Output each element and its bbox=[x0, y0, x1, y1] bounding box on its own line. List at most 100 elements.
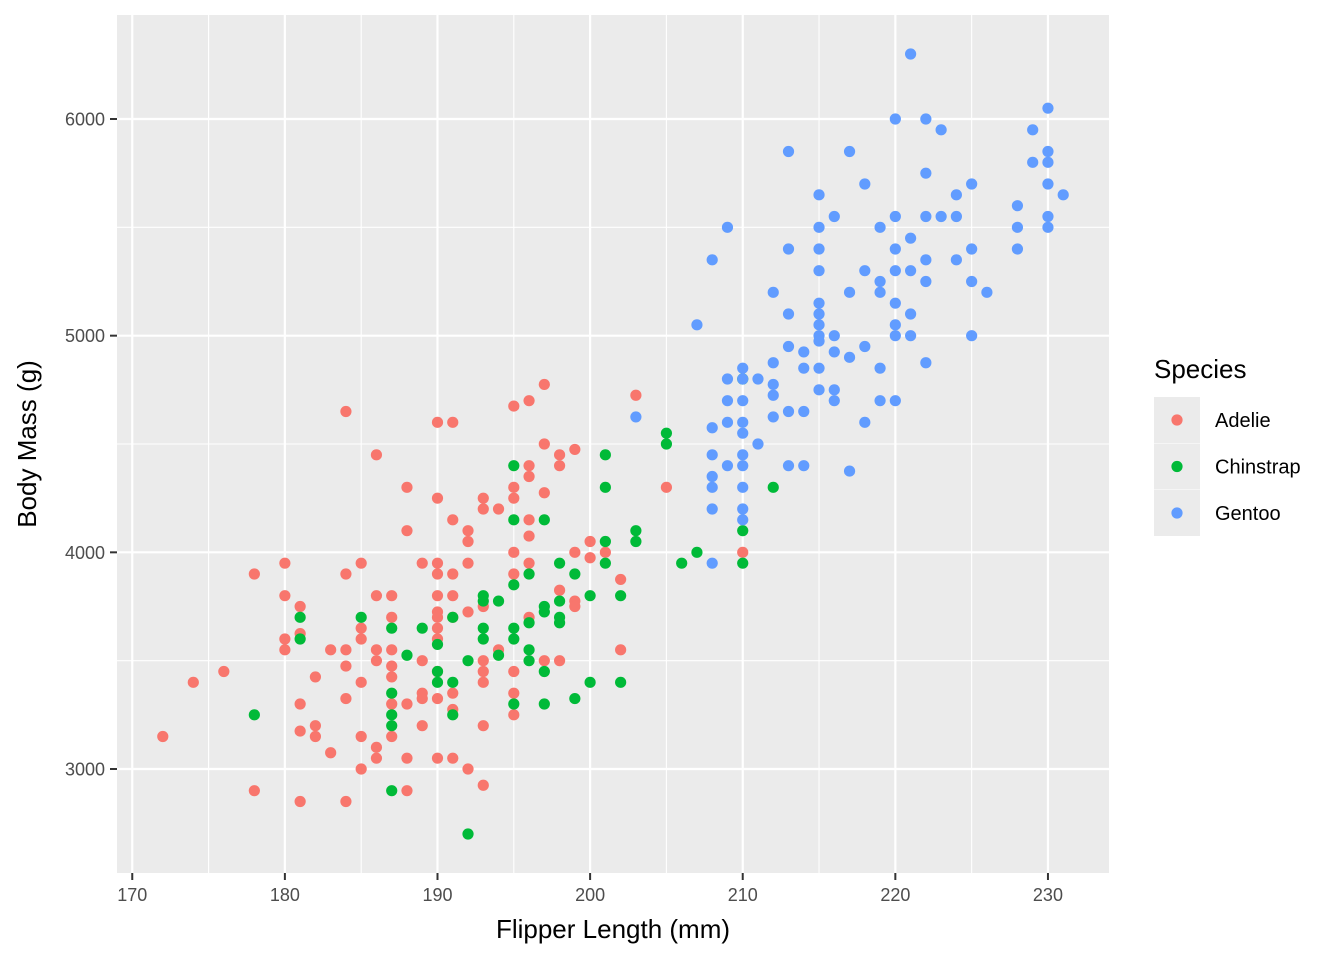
data-point bbox=[401, 525, 413, 537]
data-point bbox=[843, 465, 856, 477]
data-point bbox=[615, 644, 627, 656]
data-point bbox=[508, 546, 520, 558]
data-point bbox=[279, 557, 291, 569]
data-point bbox=[538, 665, 550, 678]
data-point bbox=[538, 606, 550, 618]
data-point bbox=[401, 785, 413, 797]
data-point bbox=[477, 503, 489, 515]
data-point bbox=[523, 617, 535, 629]
data-point bbox=[1027, 124, 1039, 136]
data-point bbox=[462, 535, 474, 548]
y-tick-label: 5000 bbox=[65, 326, 105, 346]
data-point bbox=[1042, 102, 1054, 114]
data-point bbox=[782, 243, 795, 255]
data-point bbox=[340, 568, 352, 580]
legend-title: Species bbox=[1154, 354, 1247, 384]
data-point bbox=[599, 546, 611, 558]
data-point bbox=[355, 557, 367, 569]
data-point bbox=[782, 460, 795, 472]
data-point bbox=[828, 210, 840, 223]
data-point bbox=[874, 275, 886, 288]
data-point bbox=[737, 525, 749, 537]
data-point bbox=[584, 676, 596, 688]
series-adelie bbox=[157, 378, 749, 808]
data-point bbox=[294, 600, 306, 613]
data-point bbox=[462, 828, 474, 840]
data-point bbox=[523, 557, 535, 569]
data-point bbox=[905, 330, 917, 342]
data-point bbox=[538, 698, 550, 710]
data-point bbox=[477, 595, 489, 607]
data-point bbox=[416, 655, 428, 667]
data-point bbox=[767, 378, 779, 391]
data-point bbox=[905, 265, 917, 277]
legend-key-dot bbox=[1171, 507, 1183, 519]
data-point bbox=[737, 460, 749, 472]
data-point bbox=[523, 460, 535, 472]
data-point bbox=[813, 362, 825, 374]
data-point bbox=[401, 698, 413, 710]
data-point bbox=[492, 503, 505, 515]
data-point bbox=[569, 443, 581, 456]
data-point bbox=[553, 595, 566, 607]
data-point bbox=[386, 660, 398, 672]
data-point bbox=[294, 795, 306, 808]
data-point bbox=[447, 514, 459, 526]
data-point bbox=[813, 384, 825, 396]
data-point bbox=[615, 573, 627, 586]
x-tick-label: 180 bbox=[270, 885, 300, 905]
data-point bbox=[431, 568, 444, 580]
data-point bbox=[737, 427, 749, 439]
data-point bbox=[523, 644, 535, 656]
data-point bbox=[401, 649, 413, 661]
y-tick-label: 4000 bbox=[65, 543, 105, 563]
data-point bbox=[477, 655, 489, 667]
data-point bbox=[355, 676, 367, 688]
data-point bbox=[950, 254, 962, 266]
data-point bbox=[508, 460, 520, 472]
data-point bbox=[798, 405, 810, 418]
data-point bbox=[386, 622, 398, 634]
data-point bbox=[538, 655, 550, 667]
data-point bbox=[416, 720, 428, 732]
data-point bbox=[157, 730, 169, 743]
data-point bbox=[752, 438, 764, 450]
data-point bbox=[523, 530, 535, 542]
data-point bbox=[737, 481, 749, 493]
data-point bbox=[462, 606, 474, 618]
data-point bbox=[813, 265, 825, 277]
data-point bbox=[370, 644, 383, 656]
data-point bbox=[431, 638, 444, 651]
data-point bbox=[859, 265, 871, 277]
data-point bbox=[1011, 221, 1024, 233]
data-point bbox=[660, 438, 673, 450]
data-point bbox=[279, 633, 291, 645]
legend-key-dot bbox=[1171, 414, 1183, 426]
data-point bbox=[431, 676, 444, 688]
data-point bbox=[386, 590, 398, 602]
data-point bbox=[691, 546, 703, 558]
data-point bbox=[569, 568, 581, 580]
data-point bbox=[798, 346, 810, 358]
data-point bbox=[798, 460, 810, 472]
data-point bbox=[782, 405, 795, 418]
data-point bbox=[966, 275, 978, 288]
data-point bbox=[416, 692, 428, 705]
data-point bbox=[508, 633, 520, 645]
data-point bbox=[737, 503, 749, 515]
data-point bbox=[340, 692, 352, 705]
data-point bbox=[508, 579, 520, 591]
data-point bbox=[553, 449, 566, 461]
data-point bbox=[630, 525, 642, 537]
data-point bbox=[859, 178, 871, 190]
data-point bbox=[599, 481, 611, 493]
data-point bbox=[401, 481, 413, 493]
data-point bbox=[386, 644, 398, 656]
data-point bbox=[508, 698, 520, 710]
data-point bbox=[584, 535, 596, 548]
data-point bbox=[523, 514, 535, 526]
data-point bbox=[523, 655, 535, 667]
data-point bbox=[828, 330, 840, 342]
data-point bbox=[294, 611, 306, 623]
data-point bbox=[477, 622, 489, 634]
